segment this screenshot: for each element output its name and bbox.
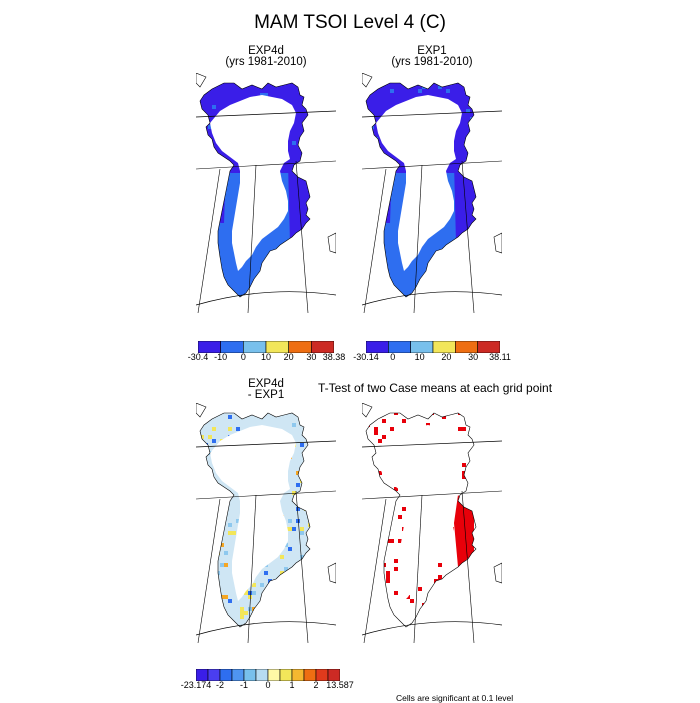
significance-footnote: Cells are significant at 0.1 level <box>396 693 514 703</box>
colorbar-exp4d: -30.4 -10 0 10 20 30 38.38 <box>188 340 345 362</box>
colorbar-exp1-tick-label: 30 <box>468 352 479 362</box>
colorbar-exp1-tick-label: 38.11 <box>489 352 511 362</box>
colorbar-diff-tick-label: 2 <box>313 680 319 690</box>
panel-title-diff: EXP4d - EXP1 <box>196 378 336 401</box>
panel-title-diff-line1: EXP4d <box>248 378 284 390</box>
panel-title-exp1-line1: EXP1 <box>417 45 447 57</box>
colorbar-diff-swatches <box>195 668 341 682</box>
colorbar-exp4d-tick-label: 30 <box>306 352 317 362</box>
panel-title-exp4d: EXP4d (yrs 1981-2010) <box>196 45 336 68</box>
panel-title-exp1: EXP1 (yrs 1981-2010) <box>362 45 502 68</box>
colorbar-exp1-tick-label: 20 <box>441 352 452 362</box>
colorbar-exp1-labels: -30.14 0 10 20 30 38.11 <box>353 352 511 364</box>
colorbar-exp4d-tick-label: 10 <box>260 352 272 362</box>
colorbar-exp4d-tick-label: 38.38 <box>322 352 346 362</box>
colorbar-exp1-tick-label: -30.14 <box>353 352 379 362</box>
figure-title: MAM TSOI Level 4 (C) <box>254 12 446 33</box>
colorbar-exp4d-tick-label: 20 <box>283 352 294 362</box>
colorbar-diff-tick-label: 1 <box>289 680 295 690</box>
colorbar-diff-tick-label: 0 <box>265 680 271 690</box>
colorbar-exp1-tick-label: 10 <box>414 352 425 362</box>
colorbar-diff-labels: -23.174 -2 -1 0 1 2 13.587 <box>181 680 354 692</box>
colorbar-exp4d-tick-label: -30.4 <box>187 352 209 362</box>
colorbar-diff-tick-label: -23.174 <box>180 680 212 690</box>
colorbar-exp1-swatches <box>365 340 501 354</box>
panel-title-ttest: T-Test of two Case means at each grid po… <box>317 381 553 395</box>
colorbar-diff-tick-label: -2 <box>215 680 225 690</box>
colorbar-diff-tick-label: 13.587 <box>326 680 354 690</box>
colorbar-exp1-tick-label: 0 <box>390 352 396 362</box>
colorbar-exp4d-tick-label: 0 <box>240 352 246 362</box>
map-panel-ttest <box>362 403 502 643</box>
colorbar-exp4d-labels: -30.4 -10 0 10 20 30 38.38 <box>188 352 346 364</box>
colorbar-diff: -23.174 -2 -1 0 1 2 13.587 <box>181 668 354 690</box>
colorbar-exp1: -30.14 0 10 20 30 38.11 <box>353 340 511 362</box>
colorbar-diff-tick-label: -1 <box>239 680 249 690</box>
panel-title-exp4d-line1: EXP4d <box>248 45 284 57</box>
panel-title-diff-line2: - EXP1 <box>247 389 285 401</box>
colorbar-exp4d-tick-label: -10 <box>214 352 228 362</box>
map-panel-exp1 <box>362 73 502 313</box>
map-panel-diff <box>196 403 336 643</box>
map-panel-exp4d <box>196 73 336 313</box>
panel-title-exp4d-line2: (yrs 1981-2010) <box>225 56 307 68</box>
panel-title-exp1-line2: (yrs 1981-2010) <box>391 56 473 68</box>
